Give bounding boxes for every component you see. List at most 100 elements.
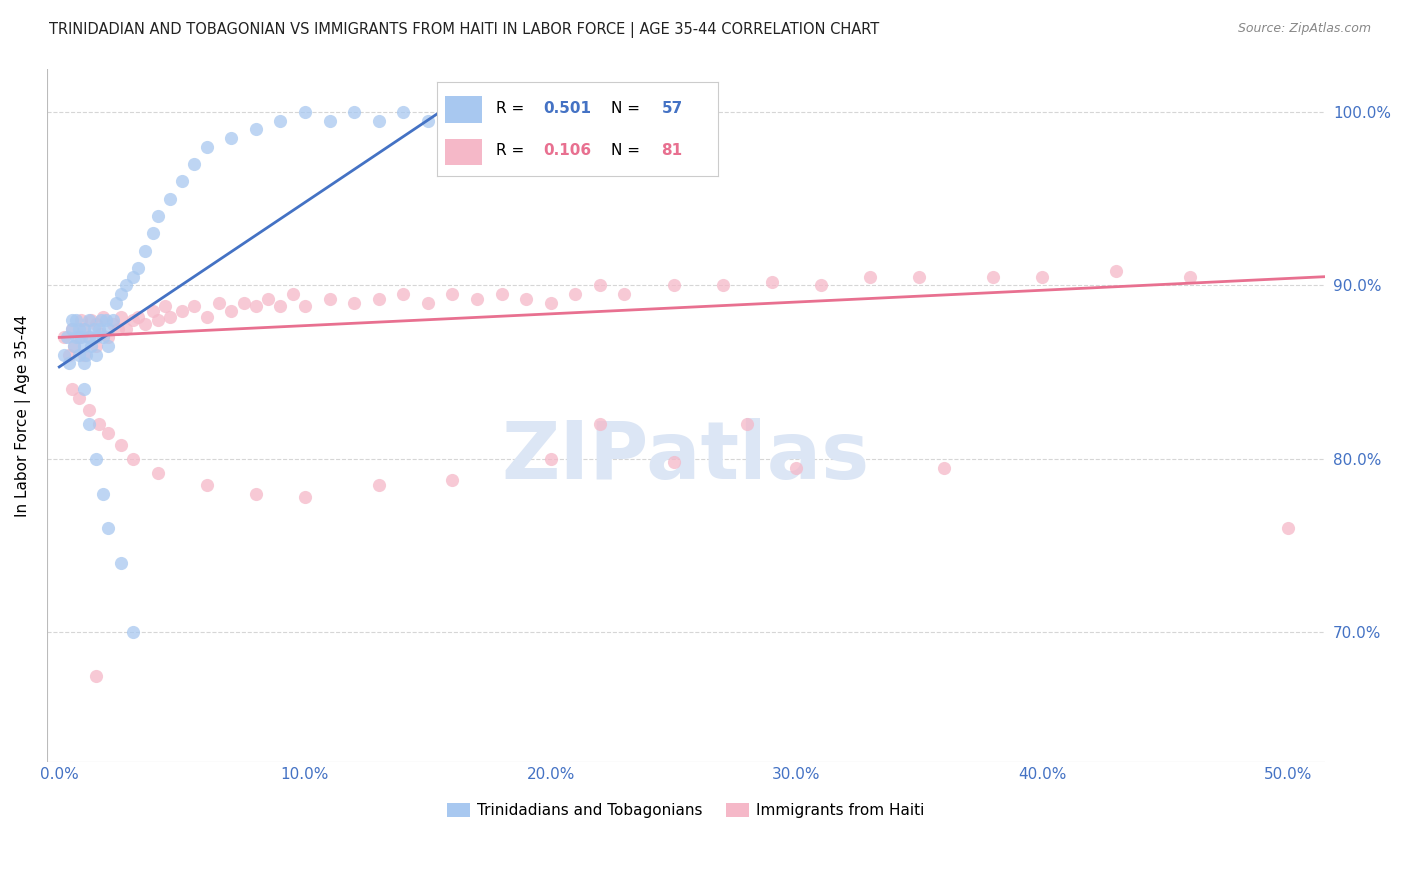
Point (134, 317, 156, 331)
Point (77, 417, 100, 432)
Point (77, 313, 100, 327)
Point (87, 322, 110, 336)
Point (183, 157, 205, 171)
Point (245, 122, 267, 136)
Point (65, 313, 87, 327)
Point (114, 322, 136, 336)
Y-axis label: In Labor Force | Age 35-44: In Labor Force | Age 35-44 (15, 314, 31, 516)
Point (67, 322, 90, 336)
Point (58, 348, 80, 362)
Point (110, 556, 132, 570)
Point (97, 425, 120, 440)
Point (84, 669, 107, 683)
Text: ZIPatlas: ZIPatlas (502, 418, 870, 496)
Point (294, 299, 316, 313)
Point (77, 330, 100, 344)
Point (159, 192, 181, 206)
Point (859, 269, 882, 284)
Point (73, 348, 96, 362)
Point (159, 310, 181, 324)
Point (84, 339, 107, 353)
Point (416, 295, 439, 310)
Point (122, 269, 145, 284)
Point (142, 227, 165, 241)
Point (87, 417, 110, 432)
Point (810, 278, 832, 293)
Point (60, 322, 83, 336)
Point (122, 625, 145, 640)
Point (153, 299, 176, 313)
Point (735, 417, 758, 432)
Point (93, 486, 115, 500)
Point (318, 113, 340, 128)
Point (134, 244, 156, 258)
Point (1031, 269, 1053, 284)
Point (1277, 521, 1299, 535)
Text: Source: ZipAtlas.com: Source: ZipAtlas.com (1237, 22, 1371, 36)
Point (491, 287, 513, 301)
Point (97, 322, 120, 336)
Point (80, 313, 103, 327)
Point (172, 174, 194, 188)
Point (711, 278, 734, 293)
Point (127, 310, 149, 324)
Point (392, 104, 415, 119)
Point (269, 299, 291, 313)
Point (73, 356, 96, 370)
Text: TRINIDADIAN AND TOBAGONIAN VS IMMIGRANTS FROM HAITI IN LABOR FORCE | AGE 35-44 C: TRINIDADIAN AND TOBAGONIAN VS IMMIGRANTS… (49, 22, 880, 38)
Point (67, 330, 90, 344)
Point (83, 322, 105, 336)
Point (294, 490, 316, 504)
Point (104, 295, 127, 310)
Point (465, 292, 488, 306)
Point (564, 287, 586, 301)
Point (84, 451, 107, 466)
Point (613, 287, 636, 301)
Point (103, 313, 125, 327)
Point (53, 330, 76, 344)
Point (589, 417, 612, 432)
Point (219, 131, 242, 145)
Point (981, 269, 1004, 284)
Point (63, 339, 86, 353)
Point (183, 299, 205, 313)
Point (70, 313, 93, 327)
Point (122, 451, 145, 466)
Point (97, 330, 120, 344)
Point (67, 348, 90, 362)
Point (343, 295, 366, 310)
Point (103, 317, 125, 331)
Point (63, 339, 86, 353)
Point (84, 348, 107, 362)
Point (219, 304, 242, 318)
Point (195, 478, 218, 492)
Point (73, 383, 96, 397)
Point (257, 292, 280, 306)
Point (146, 313, 169, 327)
Point (146, 209, 169, 223)
Point (195, 310, 218, 324)
Point (142, 304, 165, 318)
Point (90, 326, 112, 341)
Point (97, 339, 120, 353)
Point (232, 295, 254, 310)
Point (662, 455, 685, 469)
Point (122, 313, 145, 327)
Point (908, 269, 931, 284)
Point (465, 104, 488, 119)
Point (416, 113, 439, 128)
Point (84, 317, 107, 331)
Point (441, 287, 464, 301)
Point (367, 292, 389, 306)
Point (245, 486, 267, 500)
Point (540, 295, 562, 310)
Point (281, 287, 304, 301)
Point (294, 104, 316, 119)
Point (65, 330, 87, 344)
Point (67, 391, 90, 405)
Point (172, 304, 194, 318)
Point (195, 139, 218, 153)
Point (114, 278, 136, 293)
Point (110, 438, 132, 452)
Point (110, 287, 132, 301)
